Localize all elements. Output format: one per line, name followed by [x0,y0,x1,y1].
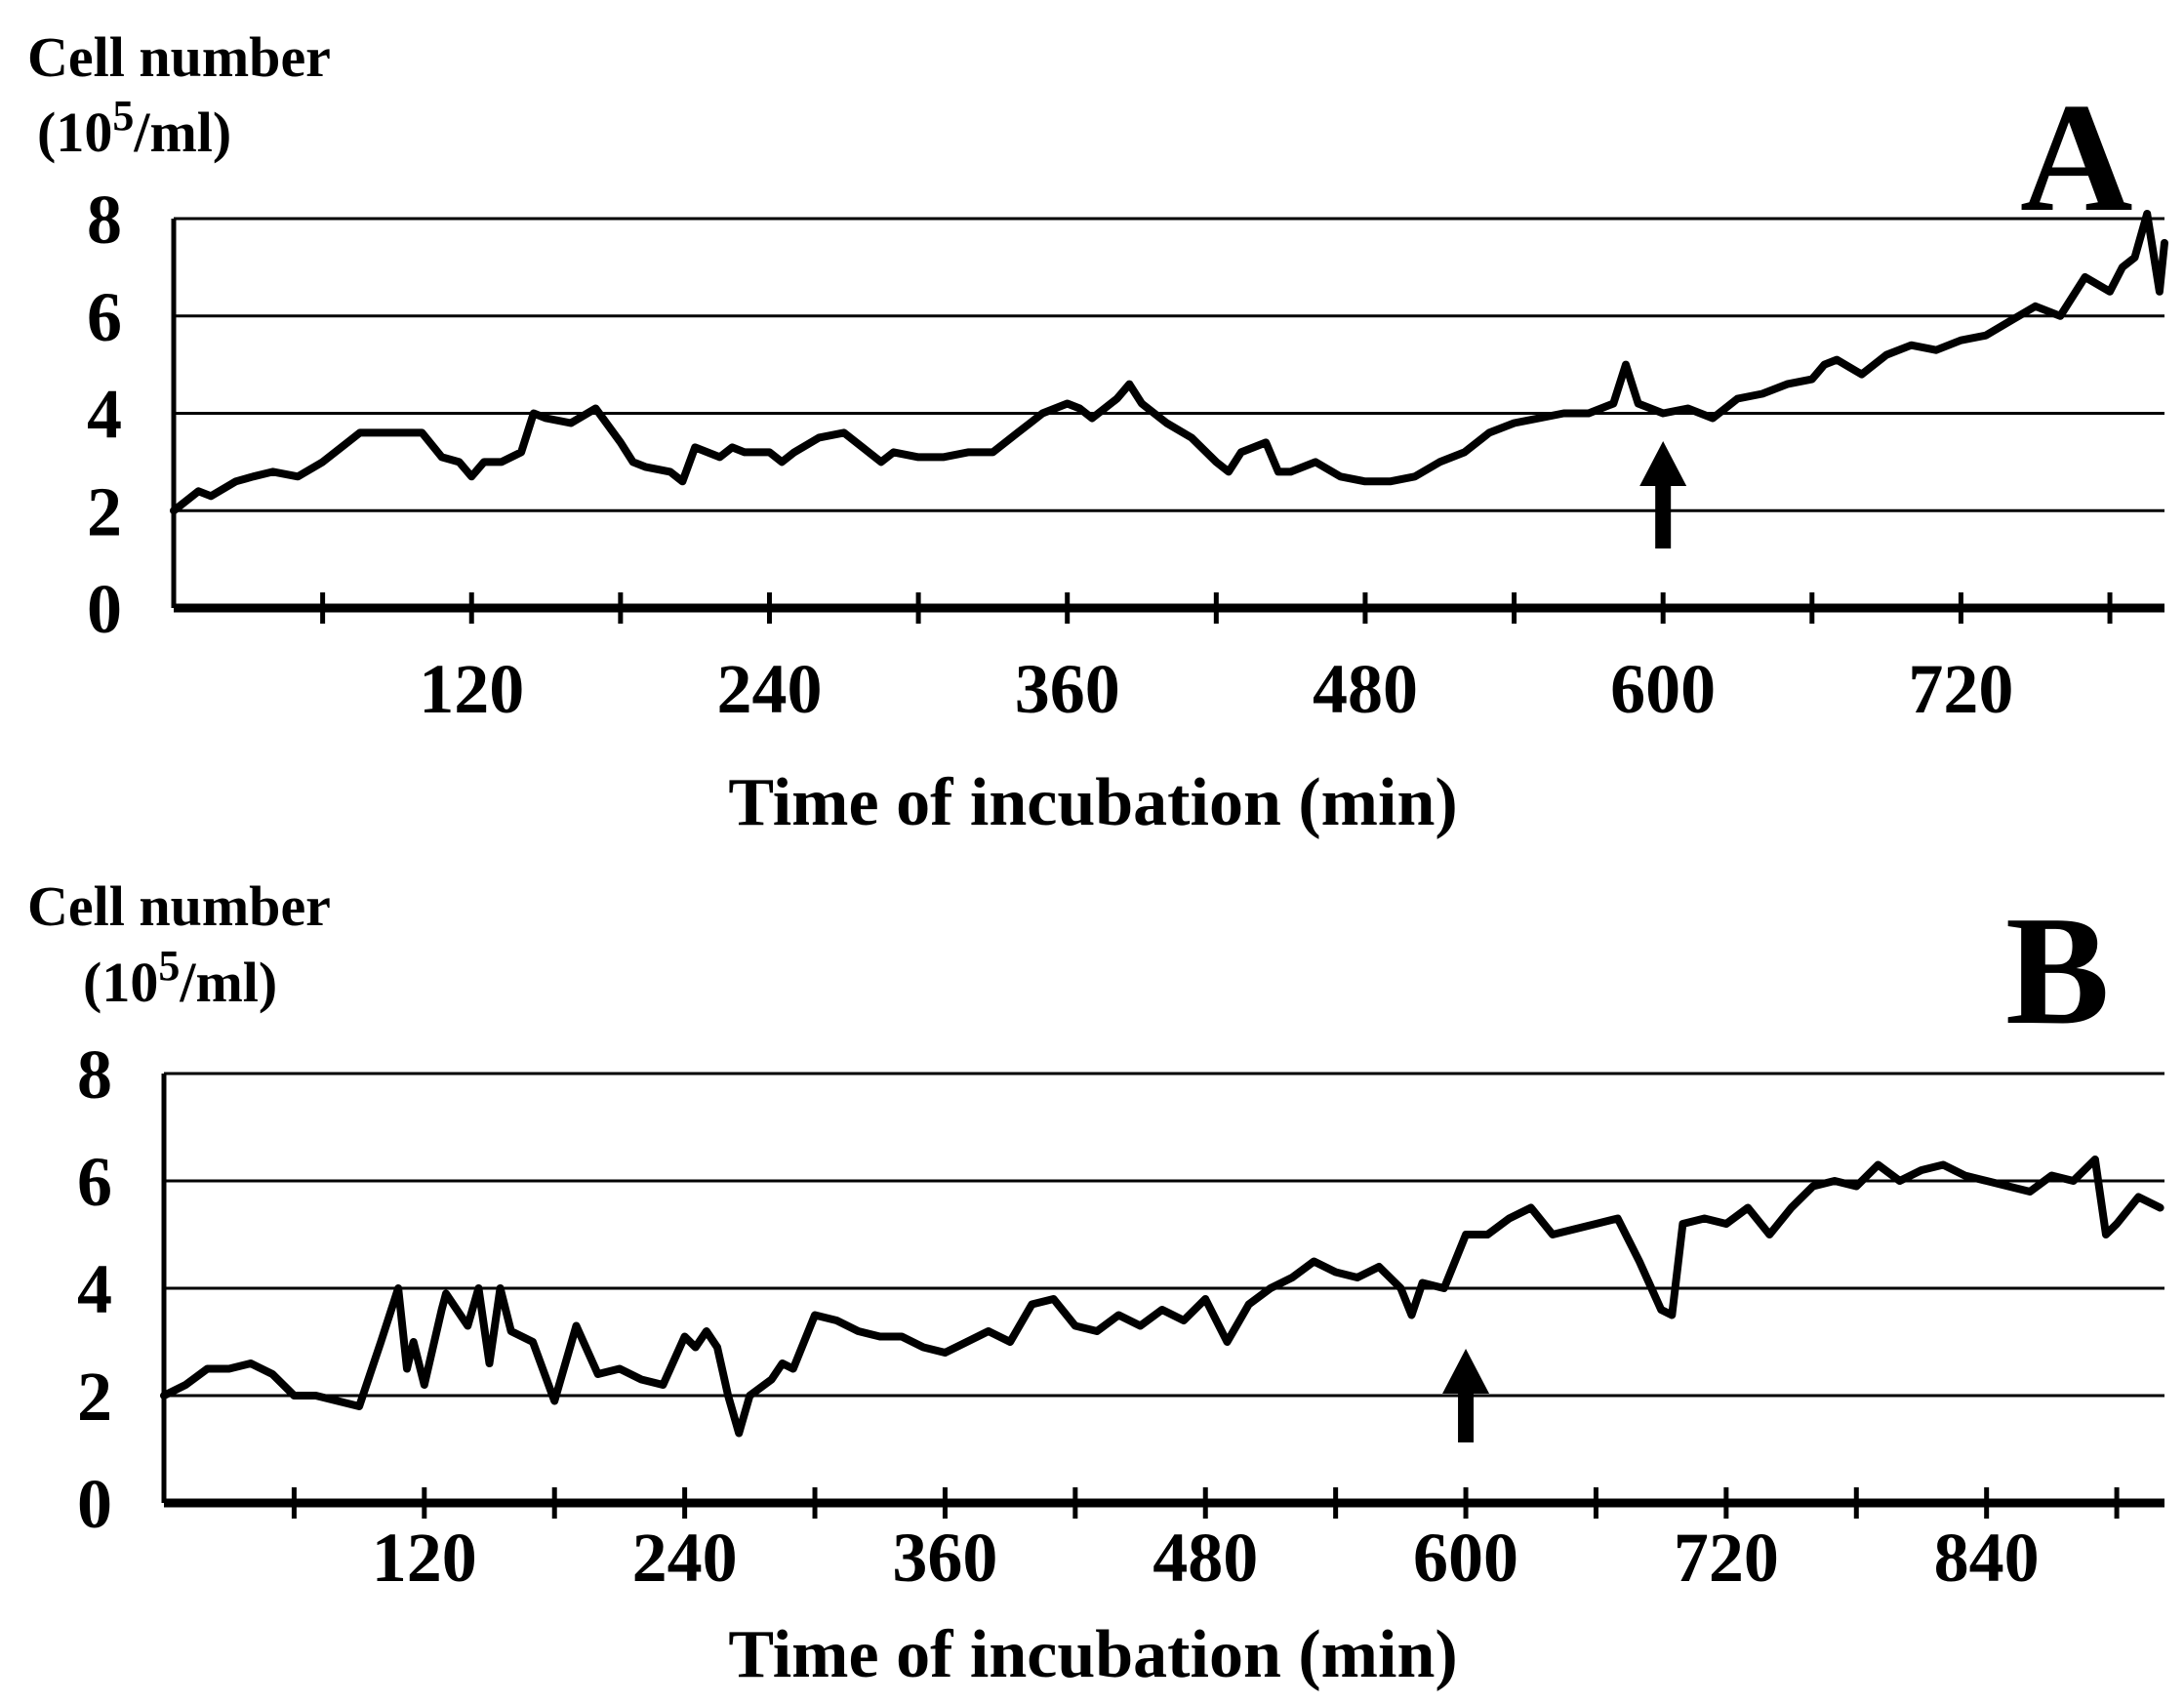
panel-a-xtick-720: 720 [1908,650,2013,728]
panel-b-grid [161,1072,2164,1508]
panel-b-xtick-360: 360 [892,1519,997,1597]
panel-a-ytick-8: 8 [87,181,122,259]
panel-a-xtick-600: 600 [1610,650,1716,728]
panel-b-letter: B [2005,883,2110,1057]
panel-b-xticks: 120 240 360 480 600 720 840 [291,1487,2120,1597]
panel-a-ylabel-exp: 5 [112,92,134,140]
panel-b-xtick-240: 240 [632,1519,738,1597]
panel-b-xtick-840: 840 [1934,1519,2040,1597]
panel-a-xticks: 120 240 360 480 600 720 [320,592,2113,728]
panel-b-xtick-720: 720 [1674,1519,1779,1597]
panel-a-series-line [170,210,2168,515]
panel-a-ylabel-line2: (105/ml) [37,92,231,164]
panel-a-yticks: 0 2 4 6 8 [87,181,122,648]
panel-a-ylabel-prefix: (10 [37,101,112,164]
panel-b-ytick-6: 6 [77,1143,112,1221]
panel-a-xtick-120: 120 [419,650,524,728]
panel-b-series-line [160,1156,2164,1438]
panel-b-xlabel: Time of incubation (min) [728,1617,1457,1692]
panel-b-ytick-0: 0 [77,1465,112,1543]
panel-a: Cell number (105/ml) A 0 2 4 6 8 120 240 360 48… [27,25,2168,840]
panel-b-ylabel-prefix: (10 [83,951,158,1014]
panel-b-arrow-head [1442,1349,1490,1394]
panel-b-ytick-8: 8 [77,1035,112,1114]
panel-a-xlabel: Time of incubation (min) [728,765,1457,840]
panel-a-ytick-4: 4 [87,376,122,454]
panel-a-xtick-480: 480 [1313,650,1418,728]
panel-b-ylabel-exp: 5 [158,942,180,990]
panel-a-arrow [1639,441,1687,548]
panel-b-ylabel-suffix: /ml) [179,951,277,1014]
panel-b-arrow-shaft [1458,1388,1475,1442]
panel-a-arrow-shaft [1655,480,1672,548]
panel-b-xtick-600: 600 [1413,1519,1518,1597]
panel-a-ytick-6: 6 [87,278,122,356]
panel-b: Cell number (105/ml) B 0 2 4 6 8 120 240 360 48… [27,874,2164,1692]
panel-a-ylabel-line1: Cell number [27,25,331,89]
panel-b-arrow [1442,1349,1490,1442]
panel-b-xtick-120: 120 [372,1519,477,1597]
panel-a-xtick-360: 360 [1015,650,1120,728]
panel-a-ylabel-suffix: /ml) [133,101,231,164]
panel-a-ytick-0: 0 [87,570,122,648]
panel-b-ylabel-line1: Cell number [27,874,331,938]
panel-b-ytick-2: 2 [77,1358,112,1436]
panel-a-ytick-2: 2 [87,472,122,550]
panel-a-arrow-head [1639,441,1687,486]
panel-a-letter: A [2020,70,2133,244]
panel-a-xtick-240: 240 [716,650,822,728]
panel-b-xtick-480: 480 [1153,1519,1258,1597]
panel-a-grid [171,217,2164,613]
panel-b-yticks: 0 2 4 6 8 [77,1035,112,1543]
panel-b-ytick-4: 4 [77,1250,112,1328]
panel-b-ylabel-line2: (105/ml) [83,942,277,1014]
